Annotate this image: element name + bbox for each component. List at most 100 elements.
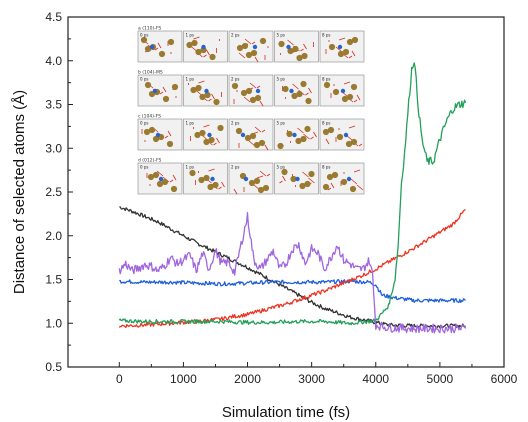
inset-bond [156, 170, 164, 177]
inset-atom [161, 178, 169, 186]
inset-atom [304, 180, 311, 188]
y-tick-label: 3.5 [45, 98, 62, 112]
y-tick-label: 1.5 [45, 273, 62, 287]
inset-frame-label: 0 ps [140, 165, 148, 170]
inset-atom [291, 92, 298, 100]
inset-frame-label: 0 ps [140, 33, 148, 38]
inset-atom [259, 37, 267, 45]
inset-adsorbate [204, 88, 209, 94]
inset-atom [209, 53, 216, 61]
inset-bond [167, 130, 172, 137]
inset-bond [256, 85, 261, 89]
series-line [119, 279, 466, 304]
inset-adsorbate [255, 88, 261, 94]
x-tick-label: 3000 [298, 372, 325, 386]
inset-bond [266, 173, 271, 177]
inset-frame-label: 5 ps [277, 33, 285, 38]
inset-bond [343, 81, 351, 85]
x-tick-label: 2000 [234, 372, 261, 386]
inset-frame-label: 2 ps [231, 165, 239, 170]
inset-atom [190, 86, 197, 94]
inset-bond [287, 39, 294, 46]
inset-adsorbate [155, 132, 161, 138]
inset-atom [249, 96, 257, 104]
inset-bond [169, 179, 174, 183]
inset-frame-label: 5 ps [277, 77, 285, 82]
inset-frame-label: 1 ps [186, 77, 194, 82]
inset-atom [212, 181, 219, 189]
inset-atom [162, 95, 170, 103]
inset-atom [326, 173, 334, 181]
inset-bond [305, 92, 309, 96]
inset-atom [147, 173, 155, 181]
inset-adsorbate [243, 176, 249, 182]
inset-bond [303, 43, 307, 50]
inset-atom [195, 48, 202, 56]
inset-adsorbate [252, 44, 258, 50]
inset-frame-label: 5 ps [277, 121, 285, 126]
inset-atom [290, 175, 297, 183]
inset-frame-label: 8 ps [322, 165, 330, 170]
inset-bond [243, 96, 251, 103]
inset-atom [241, 42, 249, 50]
inset-atom [257, 186, 265, 194]
inset-atom [304, 125, 311, 133]
inset-bond [310, 136, 314, 140]
inset-bond [308, 177, 315, 184]
y-tick-label: 4.0 [45, 54, 62, 68]
inset-atom [350, 83, 358, 91]
inset-atom [300, 80, 307, 88]
inset-bond [233, 188, 238, 195]
inset-bond [238, 52, 246, 59]
inset-bond [254, 56, 259, 63]
inset-bond [251, 41, 256, 45]
inset-bond [261, 129, 266, 133]
inset-bond [348, 55, 353, 59]
inset-atom [337, 50, 345, 58]
inset-atom [296, 54, 303, 62]
inset-bond [348, 125, 356, 129]
inset-atom [323, 81, 331, 89]
inset-bond [206, 49, 210, 56]
inset-atom [152, 135, 160, 143]
inset-atom [140, 36, 148, 44]
inset-atom [282, 85, 289, 93]
inset-atom [248, 179, 256, 187]
inset-bond [254, 126, 262, 133]
inset-frame-label: 2 ps [231, 33, 239, 38]
inset-atom [203, 174, 210, 182]
inset-bond [282, 175, 286, 182]
inset-bond [256, 175, 264, 179]
inset-atom [199, 93, 206, 101]
inset-atom [292, 45, 299, 53]
inset-bond [159, 91, 164, 95]
inset-atom [346, 93, 354, 101]
inset-bond [164, 135, 169, 139]
inset-bond [302, 171, 309, 178]
inset-adsorbate [292, 132, 297, 138]
inset-atom [158, 50, 166, 58]
inset-bond [292, 83, 299, 90]
inset-atom [332, 88, 340, 96]
inset-bond [338, 37, 346, 41]
inset-atom [231, 82, 239, 90]
inset-frame-label: 8 ps [322, 121, 330, 126]
inset-bond [308, 87, 312, 94]
inset-bond [327, 187, 332, 191]
inset-atom [207, 183, 214, 191]
inset-bond [208, 168, 215, 172]
inset-frame [137, 74, 183, 107]
inset-atom [350, 138, 358, 146]
inset-adsorbate [343, 132, 349, 138]
inset-atom [170, 185, 178, 193]
inset-atom [249, 132, 257, 140]
inset-adsorbate [210, 176, 215, 182]
inset-atom [281, 168, 288, 176]
inset-frame-label: 1 ps [186, 121, 194, 126]
series-line [118, 212, 467, 334]
inset-atom [322, 128, 330, 136]
inset-bond [297, 127, 304, 134]
y-tick-label: 2.0 [45, 229, 62, 243]
inset-bond [350, 178, 358, 185]
